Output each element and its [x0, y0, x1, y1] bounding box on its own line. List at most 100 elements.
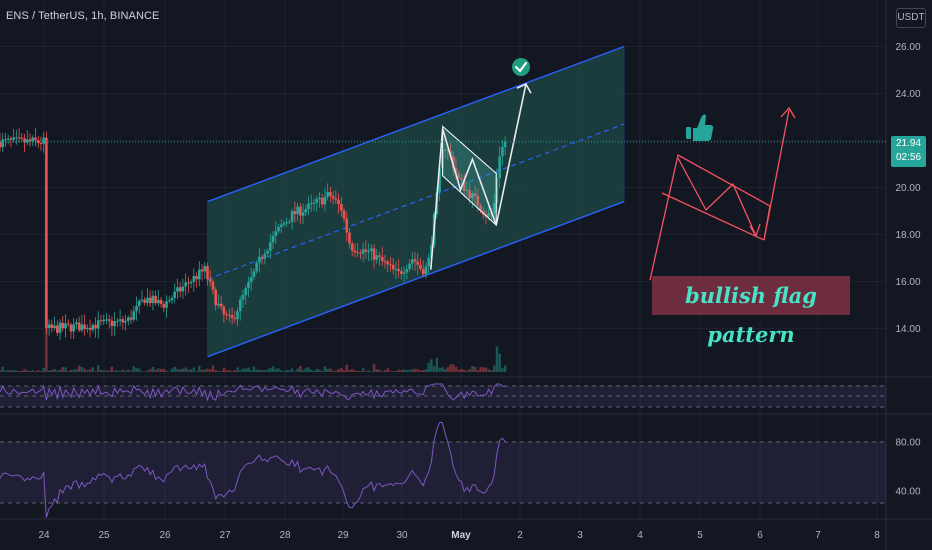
volume-bar	[6, 370, 10, 372]
candle-body	[42, 137, 45, 144]
volume-bar	[342, 370, 346, 372]
volume-bar	[97, 365, 100, 372]
volume-bar	[148, 369, 152, 372]
candle-body	[56, 325, 59, 333]
volume-bar	[501, 368, 504, 372]
candle-body	[293, 211, 297, 214]
volume-bar	[4, 370, 7, 372]
candle	[479, 203, 482, 214]
candle	[397, 259, 400, 278]
candle-body	[359, 252, 362, 254]
candle-body	[167, 300, 171, 302]
candle	[6, 134, 10, 145]
candle-body	[195, 276, 198, 280]
candle	[25, 130, 29, 146]
volume-bar	[244, 368, 247, 372]
candle-body	[454, 168, 458, 174]
candle	[370, 244, 373, 262]
volume-bar	[83, 368, 86, 372]
candle-body	[473, 193, 477, 196]
candle-body	[397, 268, 400, 272]
candle	[187, 276, 190, 294]
candle	[45, 131, 48, 335]
volume-bar	[222, 367, 226, 372]
volume-bar	[159, 368, 163, 372]
volume-bar	[61, 367, 64, 372]
volume-bar	[449, 364, 452, 372]
last-price-value: 21.94	[895, 138, 922, 149]
volume-bar	[315, 368, 318, 372]
candle	[408, 259, 411, 272]
candle-body	[151, 295, 155, 304]
candle	[1, 133, 5, 152]
volume-bar	[249, 370, 253, 372]
volume-bar	[56, 370, 59, 372]
candle-body	[364, 249, 368, 252]
candle-body	[45, 137, 48, 329]
candle-body	[479, 205, 482, 211]
candle-body	[372, 248, 376, 260]
volume-bar	[162, 369, 166, 372]
candle	[258, 247, 261, 273]
candle-body	[252, 271, 256, 278]
candle	[299, 203, 302, 224]
candle	[301, 203, 305, 225]
volume-bar	[391, 371, 395, 372]
candles	[0, 128, 507, 340]
candle-body	[299, 206, 302, 216]
candle	[77, 316, 81, 333]
oscillator-1-line	[0, 383, 506, 402]
candle	[118, 309, 122, 327]
candle	[282, 220, 286, 228]
time-tick-label: May	[451, 530, 471, 541]
volume-bar	[170, 368, 174, 372]
volume-bar	[503, 365, 507, 372]
candle	[102, 314, 106, 326]
volume-bar	[1, 366, 4, 372]
candle	[96, 311, 100, 339]
volume-bar	[146, 370, 149, 372]
volume-bar	[293, 371, 297, 372]
candle-body	[419, 264, 422, 269]
candle	[230, 307, 234, 325]
time-tick-label: 3	[577, 530, 583, 541]
candle	[105, 312, 108, 325]
candle	[402, 265, 406, 283]
volume-bar	[389, 371, 392, 372]
volume-bar	[468, 369, 471, 372]
candle	[42, 131, 45, 153]
candle-body	[296, 206, 299, 214]
candle	[334, 190, 338, 205]
currency-selector[interactable]: USDT	[896, 8, 926, 28]
candle	[61, 316, 65, 332]
volume-bar	[326, 368, 329, 372]
candle-body	[457, 173, 461, 178]
candle-body	[228, 314, 231, 316]
volume-bar	[64, 367, 67, 372]
volume-bar	[217, 370, 220, 372]
candle-body	[15, 137, 18, 139]
candle-body	[263, 253, 267, 259]
candle-body	[23, 138, 26, 143]
candle-body	[367, 251, 370, 253]
volume-bar	[495, 346, 499, 372]
candle	[116, 317, 119, 328]
volume-bar	[105, 370, 108, 372]
candle	[148, 290, 152, 307]
volume-bar	[432, 366, 436, 372]
candle-body	[307, 203, 310, 210]
volume-bar	[356, 370, 359, 372]
volume-bar	[34, 370, 37, 372]
candle	[203, 262, 207, 279]
candle	[192, 268, 196, 292]
candle	[247, 276, 250, 298]
candle	[249, 267, 253, 292]
volume-bar	[211, 365, 215, 372]
candle-body	[389, 264, 392, 266]
volume-bar	[337, 369, 340, 372]
candle-body	[198, 269, 201, 280]
candle	[17, 128, 21, 143]
volume-bar	[435, 357, 439, 372]
